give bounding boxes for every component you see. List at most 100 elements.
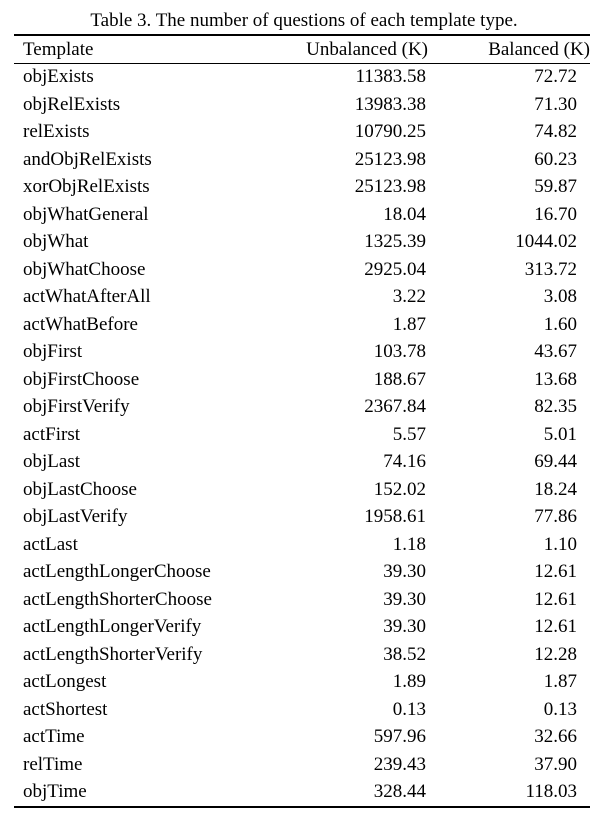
cell-unbalanced: 1.87 (392, 313, 426, 335)
cell-unbalanced: 239.43 (373, 753, 426, 775)
table-row: objTime 328.44 118.03 (0, 778, 608, 806)
cell-unbalanced: 1.89 (392, 671, 426, 692)
cell-balanced: 37.90 (534, 753, 577, 775)
cell-unbalanced: 39.30 (383, 616, 426, 637)
header-balanced: Balanced (K) (488, 39, 590, 60)
cell-template: xorObjRelExists (23, 176, 150, 197)
table-row: xorObjRelExists 25123.98 59.87 (0, 173, 608, 201)
table-row: objRelExists 13983.38 71.30 (0, 91, 608, 119)
cell-template: objWhatChoose (23, 258, 146, 280)
table-caption: Table 3. The number of questions of each… (90, 10, 518, 31)
cell-balanced: 12.28 (534, 643, 577, 665)
table-row: objWhatChoose 2925.04 313.72 (0, 256, 608, 284)
cell-unbalanced: 10790.25 (354, 121, 426, 142)
table-row: objWhat 1325.39 1044.02 (0, 228, 608, 256)
table-row: objWhatGeneral 18.04 16.70 (0, 201, 608, 229)
top-rule (14, 34, 590, 36)
table-body: objExists 11383.58 72.72 objRelExists 13983.… (0, 63, 608, 806)
cell-balanced: 0.13 (543, 698, 577, 720)
cell-template: actLengthLongerVerify (23, 616, 202, 637)
cell-unbalanced: 38.52 (383, 643, 426, 665)
cell-unbalanced: 74.16 (383, 451, 426, 472)
cell-unbalanced: 13983.38 (354, 93, 426, 115)
cell-template: objWhat (23, 231, 89, 252)
table-row: actLengthShorterChoose 39.30 12.61 (0, 586, 608, 614)
cell-balanced: 32.66 (534, 726, 577, 747)
cell-balanced: 12.61 (534, 561, 577, 582)
cell-template: actWhatBefore (23, 313, 138, 335)
cell-template: relExists (23, 121, 90, 142)
cell-balanced: 74.82 (534, 121, 577, 142)
cell-template: actLast (23, 533, 78, 555)
cell-unbalanced: 39.30 (383, 561, 426, 582)
cell-unbalanced: 2925.04 (364, 258, 426, 280)
table-row: objExists 11383.58 72.72 (0, 63, 608, 91)
header-unbalanced: Unbalanced (K) (306, 39, 428, 60)
cell-template: objLast (23, 451, 80, 472)
table-row: actLengthLongerVerify 39.30 12.61 (0, 613, 608, 641)
cell-unbalanced: 1325.39 (364, 231, 426, 252)
cell-template: actLengthShorterVerify (23, 643, 203, 665)
cell-balanced: 13.68 (534, 368, 577, 390)
cell-template: objFirstVerify (23, 396, 130, 417)
table-row: actWhatBefore 1.87 1.60 (0, 311, 608, 339)
cell-template: objLastVerify (23, 506, 128, 527)
cell-balanced: 77.86 (534, 506, 577, 527)
table-row: objLastVerify 1958.61 77.86 (0, 503, 608, 531)
cell-template: actLengthLongerChoose (23, 561, 211, 582)
cell-template: objWhatGeneral (23, 203, 149, 225)
cell-balanced: 1044.02 (515, 231, 577, 252)
cell-unbalanced: 18.04 (383, 203, 426, 225)
cell-template: objExists (23, 66, 94, 87)
cell-balanced: 1.60 (543, 313, 577, 335)
cell-unbalanced: 152.02 (373, 478, 426, 500)
cell-template: andObjRelExists (23, 148, 152, 170)
cell-template: objFirstChoose (23, 368, 140, 390)
cell-template: relTime (23, 753, 83, 775)
cell-template: actTime (23, 726, 85, 747)
cell-balanced: 60.23 (534, 148, 577, 170)
table-row: actShortest 0.13 0.13 (0, 696, 608, 724)
table-row: actLongest 1.89 1.87 (0, 668, 608, 696)
table-row: actLengthLongerChoose 39.30 12.61 (0, 558, 608, 586)
cell-unbalanced: 103.78 (373, 341, 426, 362)
cell-unbalanced: 11383.58 (355, 66, 426, 87)
cell-balanced: 12.61 (534, 616, 577, 637)
table-row: relTime 239.43 37.90 (0, 751, 608, 779)
table-row: objLastChoose 152.02 18.24 (0, 476, 608, 504)
cell-unbalanced: 25123.98 (354, 176, 426, 197)
table-row: actFirst 5.57 5.01 (0, 421, 608, 449)
cell-unbalanced: 5.57 (392, 423, 426, 445)
table-row: objLast 74.16 69.44 (0, 448, 608, 476)
cell-unbalanced: 2367.84 (364, 396, 426, 417)
cell-balanced: 1.87 (543, 671, 577, 692)
cell-balanced: 82.35 (534, 396, 577, 417)
cell-template: actShortest (23, 698, 108, 720)
cell-balanced: 5.01 (543, 423, 577, 445)
table-header-row: Template Unbalanced (K) Balanced (K) (0, 36, 608, 64)
cell-balanced: 1.10 (543, 533, 577, 555)
cell-unbalanced: 0.13 (392, 698, 426, 720)
cell-unbalanced: 1958.61 (364, 506, 426, 527)
cell-balanced: 18.24 (534, 478, 577, 500)
cell-balanced: 12.61 (534, 588, 577, 610)
cell-balanced: 72.72 (534, 66, 577, 87)
table-row: actTime 597.96 32.66 (0, 723, 608, 751)
cell-balanced: 59.87 (534, 176, 577, 197)
cell-template: objRelExists (23, 93, 121, 115)
cell-template: objLastChoose (23, 478, 137, 500)
cell-unbalanced: 188.67 (373, 368, 426, 390)
cell-balanced: 3.08 (543, 286, 577, 307)
cell-balanced: 16.70 (534, 203, 577, 225)
cell-balanced: 71.30 (534, 93, 577, 115)
cell-template: actFirst (23, 423, 80, 445)
table-row: actLast 1.18 1.10 (0, 531, 608, 559)
cell-template: objTime (23, 781, 87, 802)
table-row: objFirstChoose 188.67 13.68 (0, 366, 608, 394)
cell-balanced: 313.72 (524, 258, 577, 280)
cell-unbalanced: 39.30 (383, 588, 426, 610)
cell-unbalanced: 328.44 (373, 781, 426, 802)
cell-unbalanced: 597.96 (373, 726, 426, 747)
cell-template: actLengthShorterChoose (23, 588, 212, 610)
